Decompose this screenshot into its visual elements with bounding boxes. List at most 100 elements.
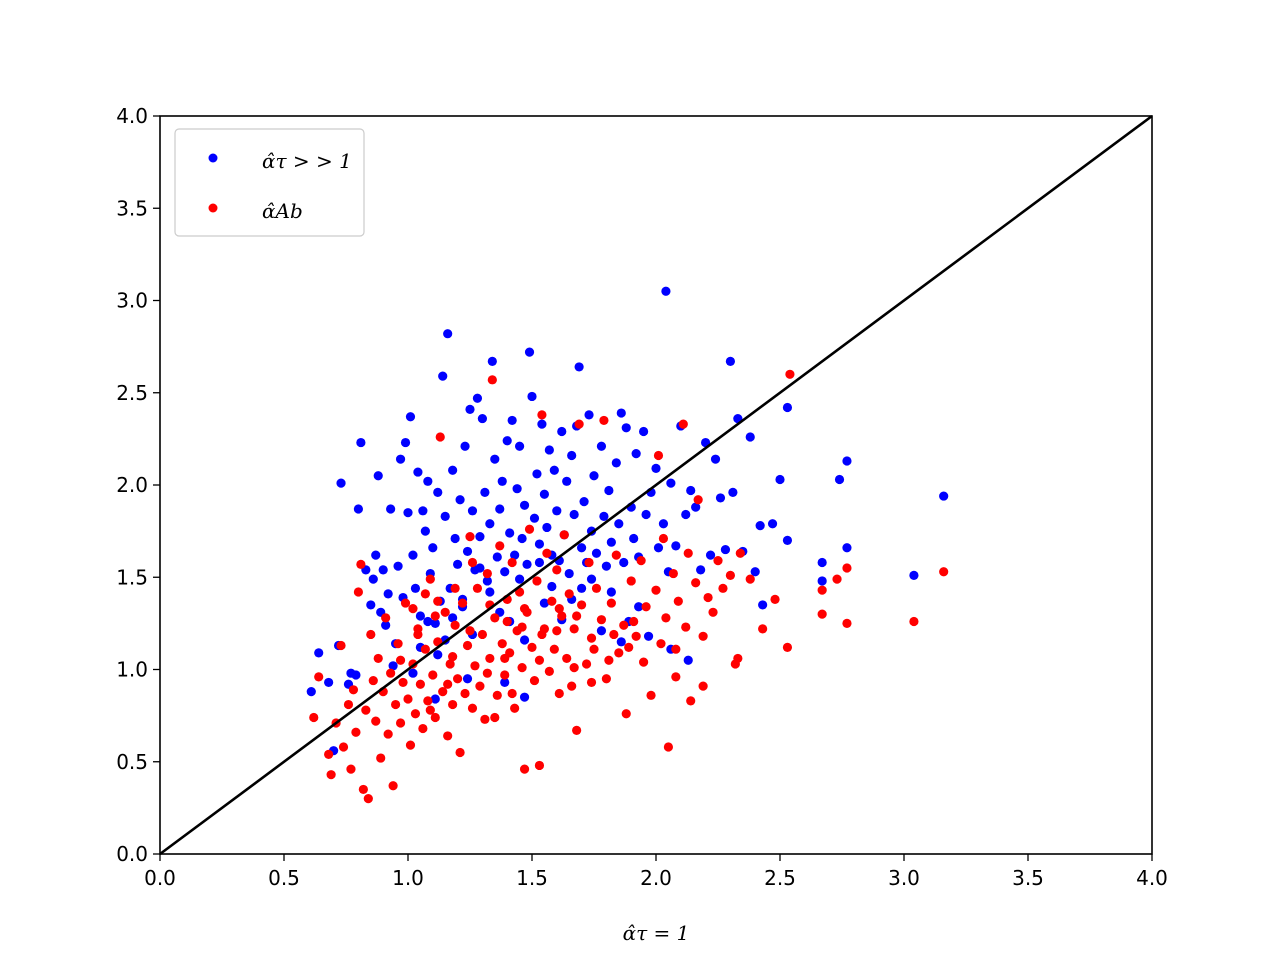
data-point-series-2 — [502, 616, 512, 627]
data-point-series-2 — [562, 653, 572, 664]
data-point-series-2 — [733, 653, 743, 664]
data-point-series-2 — [391, 699, 401, 710]
data-point-series-2 — [735, 548, 745, 558]
data-point-series-1 — [745, 432, 755, 442]
data-point-series-2 — [574, 419, 584, 429]
data-point-series-2 — [939, 567, 949, 577]
x-axis-title: α̂τ = 1 — [623, 921, 690, 945]
data-point-series-1 — [909, 570, 919, 581]
data-point-series-2 — [490, 712, 500, 723]
data-point-series-1 — [842, 456, 852, 466]
data-point-series-1 — [782, 402, 793, 413]
data-point-series-1 — [480, 487, 490, 497]
data-point-series-1 — [438, 371, 448, 381]
data-point-series-1 — [430, 618, 440, 628]
data-point-series-1 — [497, 476, 507, 486]
data-point-series-1 — [549, 465, 559, 475]
data-point-series-1 — [502, 436, 512, 446]
data-point-series-2 — [371, 716, 381, 726]
data-point-series-2 — [842, 563, 852, 573]
data-point-series-1 — [606, 587, 616, 597]
data-point-series-1 — [767, 519, 778, 529]
data-point-series-2 — [517, 663, 527, 673]
data-point-series-2 — [542, 548, 552, 558]
data-point-series-2 — [386, 668, 396, 678]
data-point-series-2 — [559, 530, 569, 540]
data-point-series-2 — [433, 596, 443, 606]
data-point-series-2 — [609, 629, 619, 640]
data-point-series-2 — [529, 675, 540, 686]
data-point-series-2 — [358, 784, 368, 795]
data-point-series-1 — [430, 694, 440, 704]
data-point-series-1 — [599, 511, 609, 521]
data-point-series-2 — [448, 651, 458, 662]
data-point-series-2 — [534, 760, 545, 771]
data-point-series-2 — [443, 679, 453, 689]
data-point-series-2 — [445, 659, 455, 669]
data-point-series-2 — [420, 589, 430, 599]
data-point-series-1 — [428, 543, 438, 553]
data-point-series-2 — [611, 550, 621, 560]
data-point-series-2 — [400, 598, 411, 608]
data-point-series-2 — [586, 633, 597, 643]
data-point-series-1 — [448, 613, 458, 623]
data-point-series-2 — [440, 607, 450, 617]
data-point-series-2 — [624, 642, 634, 652]
data-point-series-1 — [529, 513, 540, 523]
data-point-series-1 — [510, 550, 520, 560]
data-point-series-2 — [425, 705, 435, 715]
data-point-series-1 — [371, 550, 381, 560]
data-point-series-1 — [725, 356, 736, 366]
y-tick-label: 0.0 — [116, 842, 148, 866]
data-point-series-1 — [527, 391, 537, 402]
data-point-series-1 — [336, 478, 346, 488]
data-point-series-2 — [636, 556, 646, 566]
data-point-series-1 — [577, 543, 587, 553]
data-point-series-2 — [671, 644, 681, 654]
data-point-series-2 — [346, 764, 356, 774]
data-point-series-2 — [639, 657, 649, 667]
reference-line-layer — [159, 114, 1153, 856]
data-point-series-1 — [653, 543, 664, 553]
data-point-series-2 — [353, 587, 363, 597]
data-point-series-2 — [686, 696, 696, 706]
data-point-series-2 — [507, 557, 517, 568]
data-point-series-2 — [413, 629, 423, 640]
data-point-series-1 — [641, 509, 651, 520]
data-point-series-1 — [564, 568, 574, 579]
data-point-series-2 — [606, 598, 616, 608]
data-point-series-2 — [428, 670, 438, 680]
data-point-series-1 — [515, 441, 525, 451]
data-point-series-2 — [745, 574, 755, 584]
data-point-series-1 — [381, 620, 391, 630]
x-tick-label: 1.5 — [516, 866, 548, 890]
data-point-series-1 — [537, 419, 547, 429]
data-point-series-2 — [438, 687, 448, 697]
data-point-series-1 — [460, 441, 470, 451]
data-point-series-2 — [683, 548, 693, 558]
data-point-series-1 — [393, 561, 403, 571]
data-point-series-2 — [718, 583, 728, 593]
data-point-series-1 — [324, 677, 334, 688]
data-point-series-1 — [507, 415, 517, 426]
data-point-series-1 — [415, 611, 425, 621]
data-point-series-2 — [361, 705, 371, 715]
data-point-series-1 — [423, 476, 433, 486]
legend-marker-blue — [208, 153, 218, 163]
data-point-series-1 — [557, 426, 567, 437]
data-point-series-2 — [490, 613, 500, 623]
data-point-series-1 — [505, 528, 515, 538]
data-point-series-1 — [410, 583, 421, 593]
data-point-series-1 — [373, 471, 383, 481]
data-point-series-2 — [614, 648, 624, 658]
data-point-series-2 — [708, 607, 718, 617]
data-point-series-2 — [500, 670, 510, 680]
data-point-series-1 — [413, 467, 423, 477]
data-point-series-1 — [621, 423, 631, 433]
data-point-series-2 — [388, 781, 398, 791]
data-point-series-1 — [683, 655, 693, 665]
data-point-series-1 — [574, 362, 584, 372]
data-point-series-2 — [363, 794, 373, 804]
data-point-series-1 — [842, 543, 852, 553]
data-point-series-1 — [408, 550, 418, 560]
